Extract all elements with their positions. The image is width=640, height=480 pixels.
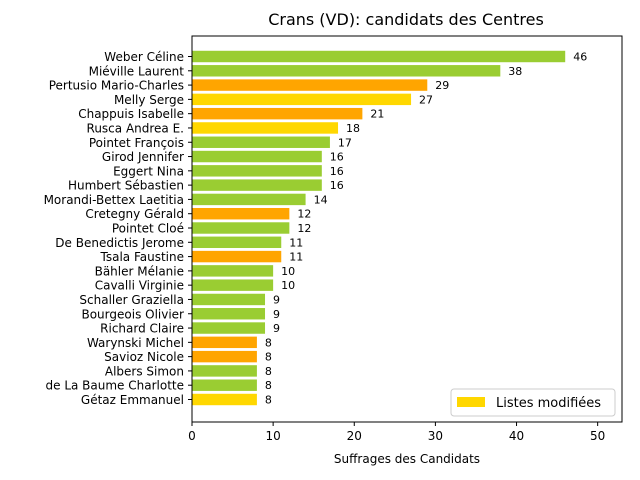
y-tick-label: Eggert Nina [113, 164, 184, 178]
chart-title: Crans (VD): candidats des Centres [268, 10, 544, 29]
y-tick-label: Pertusio Mario-Charles [49, 79, 184, 93]
bar-value-label: 12 [297, 222, 311, 235]
y-tick-label: Bähler Mélanie [95, 264, 184, 278]
x-tick-label: 50 [590, 429, 605, 443]
bar [192, 207, 290, 220]
bar [192, 336, 257, 349]
bar-value-label: 10 [281, 265, 295, 278]
bar-value-label: 11 [289, 251, 303, 264]
y-tick-label: Gétaz Emmanuel [81, 393, 184, 407]
y-tick-label: De Benedictis Jerome [55, 236, 184, 250]
y-tick-label: Miéville Laurent [89, 64, 185, 78]
bar-value-label: 9 [273, 308, 280, 321]
bar [192, 250, 282, 263]
bar-value-label: 8 [265, 394, 272, 407]
x-axis-label: Suffrages des Candidats [334, 452, 480, 466]
bar [192, 393, 257, 406]
bar [192, 79, 428, 91]
x-tick-label: 10 [265, 429, 280, 443]
bar-value-label: 16 [330, 165, 344, 178]
bar [192, 308, 266, 320]
bar [192, 93, 412, 106]
bar-value-label: 27 [419, 93, 433, 106]
y-tick-label: Morandi-Bettex Laetitia [44, 193, 184, 207]
bar-value-label: 18 [346, 122, 360, 135]
bar-value-label: 9 [273, 322, 280, 335]
y-tick-label: Rusca Andrea E. [87, 121, 184, 135]
y-tick-label: Tsala Faustine [100, 250, 185, 264]
bar-value-label: 10 [281, 279, 295, 292]
y-tick-label: Cretegny Gérald [85, 207, 184, 221]
bar [192, 179, 322, 191]
y-tick-label: Weber Céline [104, 50, 184, 64]
bar-value-label: 8 [265, 379, 272, 392]
y-tick-label: Schaller Graziella [79, 293, 184, 307]
bar [192, 222, 290, 234]
bars-group [192, 50, 566, 406]
x-tick-label: 30 [428, 429, 443, 443]
y-tick-label: Girod Jennifer [102, 150, 184, 164]
y-tick-label: Cavalli Virginie [95, 279, 184, 293]
bar-value-label: 21 [370, 108, 384, 121]
bar [192, 350, 257, 363]
legend: Listes modifiées [450, 388, 616, 417]
y-tick-label: Pointet Cloé [112, 222, 184, 236]
bar-value-label: 29 [435, 79, 449, 92]
x-axis: 0 10 20 30 40 50 [188, 422, 605, 443]
bar [192, 279, 274, 291]
x-tick-label: 0 [188, 429, 196, 443]
y-tick-label: Richard Claire [100, 322, 184, 336]
bar [192, 322, 266, 334]
x-tick-label: 40 [509, 429, 524, 443]
bar-value-label: 46 [573, 51, 587, 64]
bar [192, 365, 257, 377]
y-tick-label: de La Baume Charlotte [46, 379, 185, 393]
bar-value-label: 11 [289, 236, 303, 249]
y-tick-label: Humbert Sébastien [68, 179, 184, 193]
y-tick-label: Bourgeois Olivier [81, 307, 184, 321]
bar [192, 107, 363, 120]
bar [192, 193, 306, 206]
bar [192, 122, 339, 134]
bar [192, 379, 257, 391]
y-tick-label: Albers Simon [105, 364, 184, 378]
bar-value-label: 14 [314, 193, 328, 206]
y-tick-label: Savioz Nicole [104, 350, 184, 364]
y-tick-label: Chappuis Isabelle [78, 107, 184, 121]
y-tick-label: Warynski Michel [87, 336, 184, 350]
bar-value-label: 8 [265, 336, 272, 349]
bar-value-label: 8 [265, 351, 272, 364]
bar [192, 165, 322, 177]
bar-value-label: 12 [297, 208, 311, 221]
plot-frame [191, 35, 623, 423]
legend-swatch [457, 397, 485, 407]
legend-box [450, 388, 616, 417]
bar-value-label: 16 [330, 179, 344, 192]
x-tick-label: 20 [347, 429, 362, 443]
bar [192, 236, 282, 249]
y-tick-label: Pointet François [89, 136, 184, 150]
bar-value-label: 9 [273, 293, 280, 306]
bar-value-label: 8 [265, 365, 272, 378]
value-labels-group: 4638292721181716161614121211111010999888… [265, 51, 587, 407]
y-tick-label: Melly Serge [114, 93, 184, 107]
bar [192, 293, 266, 306]
bar [192, 136, 330, 148]
bar [192, 150, 322, 163]
bar-value-label: 38 [508, 65, 522, 78]
bar [192, 265, 274, 277]
legend-label: Listes modifiées [496, 396, 601, 411]
bar-value-label: 17 [338, 136, 352, 149]
bar-value-label: 16 [330, 151, 344, 164]
bar [192, 50, 566, 63]
bar [192, 65, 501, 77]
